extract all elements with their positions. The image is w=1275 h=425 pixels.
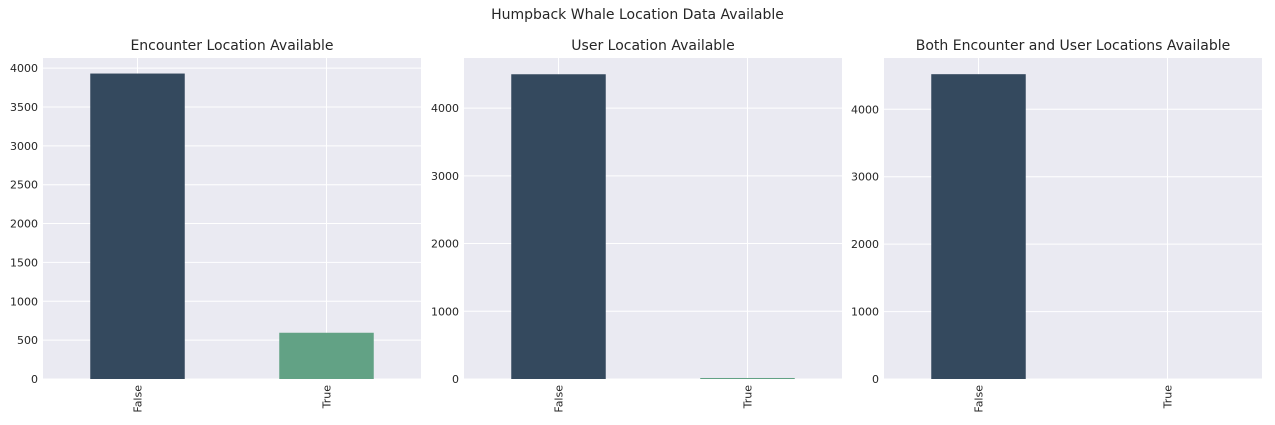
x-tick-label: True	[1162, 385, 1175, 410]
subplot-3: 0 1000 2000 3000 4000 False True Both Encounter…	[851, 38, 1262, 413]
y-tick-label: 0	[452, 373, 459, 386]
y-tick-label: 1000	[851, 306, 879, 319]
y-tick-label: 2500	[10, 179, 38, 192]
y-tick-label: 4000	[10, 62, 38, 75]
y-tick-label: 2000	[851, 238, 879, 251]
y-tick-label: 1500	[10, 256, 38, 269]
y-tick-label: 2000	[10, 218, 38, 231]
y-tick-label: 0	[872, 373, 879, 386]
subplot-title: User Location Available	[571, 38, 734, 54]
bar-true	[700, 377, 795, 379]
x-tick-label: True	[321, 385, 334, 410]
y-tick-label: 3000	[431, 170, 459, 183]
y-tick-label: 4000	[851, 103, 879, 116]
figure-suptitle: Humpback Whale Location Data Available	[491, 7, 784, 23]
y-tick-label: 3000	[10, 140, 38, 153]
x-tick-label: True	[742, 385, 755, 410]
y-tick-label: 1000	[10, 295, 38, 308]
subplot-1: 0 500 1000 1500 2000 2500 3000 3500 4000 False Tru…	[10, 38, 421, 413]
bar-false	[511, 74, 606, 379]
y-tick-label: 500	[17, 334, 38, 347]
subplot-title: Encounter Location Available	[130, 38, 333, 54]
y-tick-label: 2000	[431, 238, 459, 251]
bar-true	[279, 332, 374, 379]
y-tick-label: 4000	[431, 102, 459, 115]
bar-false	[90, 73, 185, 379]
y-tick-label: 3000	[851, 171, 879, 184]
subplot-grid: 0 500 1000 1500 2000 2500 3000 3500 4000 False Tru…	[10, 38, 1262, 413]
x-tick-label: False	[973, 385, 986, 413]
y-tick-label: 1000	[431, 305, 459, 318]
y-tick-label: 3500	[10, 101, 38, 114]
bar-false	[931, 74, 1026, 379]
subplot-2: 0 1000 2000 3000 4000 False True User Location …	[431, 38, 842, 413]
y-tick-label: 0	[31, 373, 38, 386]
subplot-title: Both Encounter and User Locations Availa…	[916, 38, 1231, 54]
x-tick-label: False	[132, 385, 145, 413]
x-tick-label: False	[553, 385, 566, 413]
